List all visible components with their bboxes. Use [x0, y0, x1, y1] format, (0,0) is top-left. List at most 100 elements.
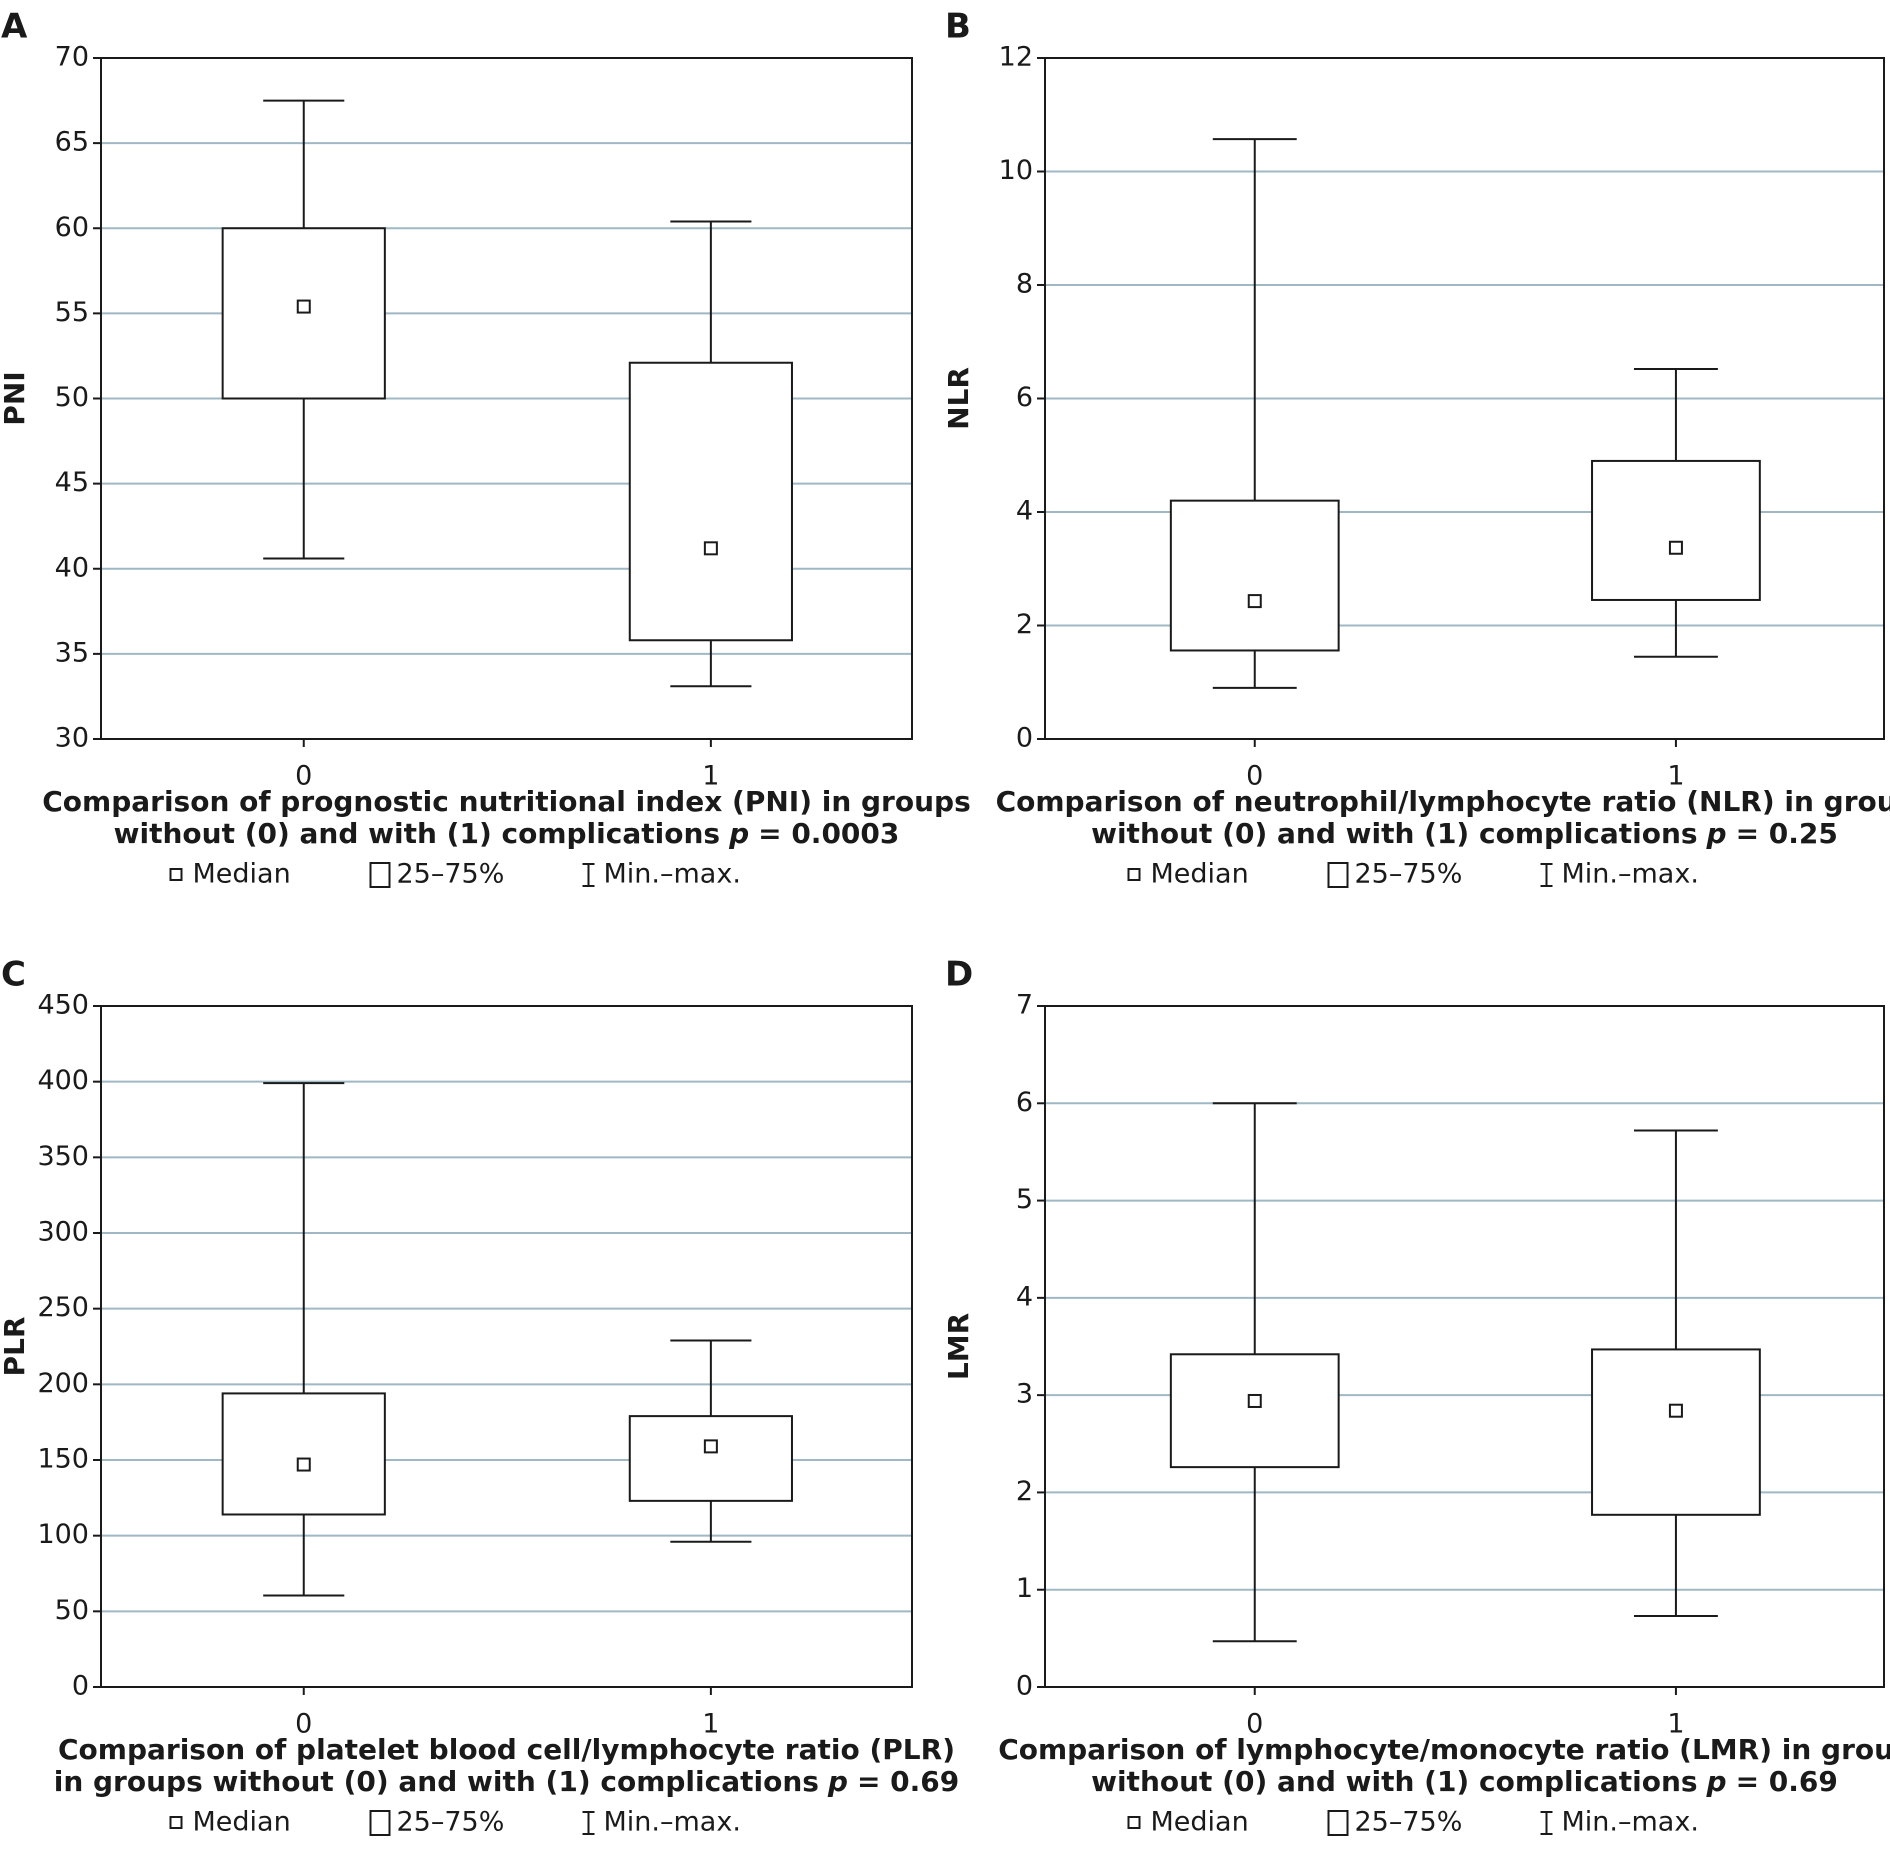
panel-label: D: [945, 955, 973, 995]
median-marker: [1668, 540, 1683, 555]
y-tick-label: 35: [55, 637, 89, 668]
x-tick-label: 1: [1667, 761, 1684, 792]
legend-label: Median: [193, 1807, 291, 1838]
median-marker: [1247, 1393, 1262, 1408]
y-tick-label: 12: [999, 42, 1033, 73]
p-value: = 0.69: [1736, 1765, 1838, 1798]
iqr-box: [1591, 1348, 1761, 1516]
y-tick-label: 55: [55, 297, 89, 328]
x-tick-label: 1: [1667, 1709, 1684, 1740]
y-tick-label: 6: [1016, 382, 1033, 413]
legend-median-icon: [1127, 1816, 1141, 1829]
legend-label: Min.–max.: [1562, 1807, 1699, 1838]
legend-median-icon: [169, 1816, 183, 1829]
panel-label: A: [1, 7, 28, 47]
y-tick-label: 0: [72, 1671, 89, 1702]
x-tick-label: 0: [295, 1709, 312, 1740]
caption-line: without (0) and with (1) complications p =…: [114, 817, 900, 850]
median-marker: [703, 1439, 718, 1454]
y-tick-label: 2: [1016, 609, 1033, 640]
y-tick-label: 3: [1016, 1379, 1033, 1410]
y-tick-label: 2: [1016, 1476, 1033, 1507]
iqr-box: [1169, 1353, 1340, 1469]
y-tick-label: 8: [1016, 269, 1033, 300]
y-tick-label: 50: [55, 1595, 89, 1626]
y-tick-label: 65: [55, 127, 89, 158]
median-marker: [296, 1457, 311, 1472]
caption-text: in groups without (0) and with (1) compl…: [54, 1765, 819, 1798]
iqr-box: [628, 1415, 793, 1502]
caption-line: Comparison of prognostic nutritional ind…: [42, 785, 971, 818]
y-tick-label: 60: [55, 212, 89, 243]
plot-frame: [100, 1005, 913, 1688]
x-tick-label: 1: [702, 1709, 719, 1740]
p-label: p: [827, 1765, 848, 1798]
legend-box-icon: [1327, 862, 1349, 888]
legend-label: 25–75%: [397, 1807, 505, 1838]
y-axis-label: LMR: [942, 1313, 975, 1380]
x-tick-label: 0: [1246, 1709, 1263, 1740]
y-tick-label: 350: [37, 1141, 89, 1172]
legend-range-icon: [1540, 863, 1553, 887]
y-axis-label: PNI: [0, 371, 31, 425]
y-tick-label: 450: [37, 990, 89, 1021]
iqr-box: [221, 1392, 386, 1516]
p-label: p: [1706, 817, 1727, 850]
caption-line: in groups without (0) and with (1) compl…: [54, 1765, 960, 1798]
y-tick-label: 5: [1016, 1184, 1033, 1215]
y-tick-label: 4: [1016, 1281, 1033, 1312]
plot-frame: [100, 57, 913, 740]
y-tick-label: 7: [1016, 990, 1033, 1021]
y-tick-label: 0: [1016, 723, 1033, 754]
median-marker: [703, 541, 718, 556]
legend-median-icon: [1127, 868, 1141, 881]
caption-text: without (0) and with (1) complications: [1091, 817, 1697, 850]
plot-frame: [1044, 1005, 1885, 1688]
p-value: = 0.25: [1736, 817, 1838, 850]
median-marker: [1668, 1403, 1683, 1418]
y-tick-label: 30: [55, 723, 89, 754]
legend-label: Min.–max.: [604, 859, 741, 890]
legend-range-icon: [1540, 1811, 1553, 1835]
p-value: = 0.69: [857, 1765, 959, 1798]
y-tick-label: 1: [1016, 1573, 1033, 1604]
legend-box-icon: [1327, 1810, 1349, 1836]
iqr-box: [1591, 459, 1761, 601]
x-tick-label: 0: [1246, 761, 1263, 792]
p-value: = 0.0003: [758, 817, 899, 850]
p-label: p: [1706, 1765, 1727, 1798]
y-tick-label: 45: [55, 467, 89, 498]
legend-label: Median: [193, 859, 291, 890]
legend-median-icon: [169, 868, 183, 881]
legend-box-icon: [369, 1810, 391, 1836]
caption-line: Comparison of lymphocyte/monocyte ratio …: [998, 1733, 1890, 1766]
legend-label: 25–75%: [1355, 859, 1463, 890]
caption-line: Comparison of platelet blood cell/lympho…: [58, 1733, 955, 1766]
y-tick-label: 70: [55, 42, 89, 73]
caption-line: without (0) and with (1) complications p =…: [1091, 1765, 1838, 1798]
legend-label: Min.–max.: [604, 1807, 741, 1838]
legend-box-icon: [369, 862, 391, 888]
y-tick-label: 6: [1016, 1087, 1033, 1118]
caption-text: without (0) and with (1) complications: [1091, 1765, 1697, 1798]
y-tick-label: 200: [37, 1368, 89, 1399]
iqr-box: [628, 361, 793, 642]
y-tick-label: 400: [37, 1065, 89, 1096]
panel-label: B: [945, 7, 971, 47]
legend-label: Median: [1151, 859, 1249, 890]
x-tick-label: 1: [702, 761, 719, 792]
caption-text: without (0) and with (1) complications: [114, 817, 720, 850]
y-tick-label: 10: [999, 155, 1033, 186]
x-tick-label: 0: [295, 761, 312, 792]
y-tick-label: 300: [37, 1217, 89, 1248]
median-marker: [296, 299, 311, 314]
y-tick-label: 4: [1016, 496, 1033, 527]
caption-line: without (0) and with (1) complications p =…: [1091, 817, 1838, 850]
caption-line: Comparison of neutrophil/lymphocyte rati…: [996, 785, 1890, 818]
y-tick-label: 250: [37, 1292, 89, 1323]
legend-label: 25–75%: [397, 859, 505, 890]
legend-range-icon: [582, 863, 595, 887]
y-tick-label: 100: [37, 1519, 89, 1550]
iqr-box: [1169, 499, 1340, 652]
